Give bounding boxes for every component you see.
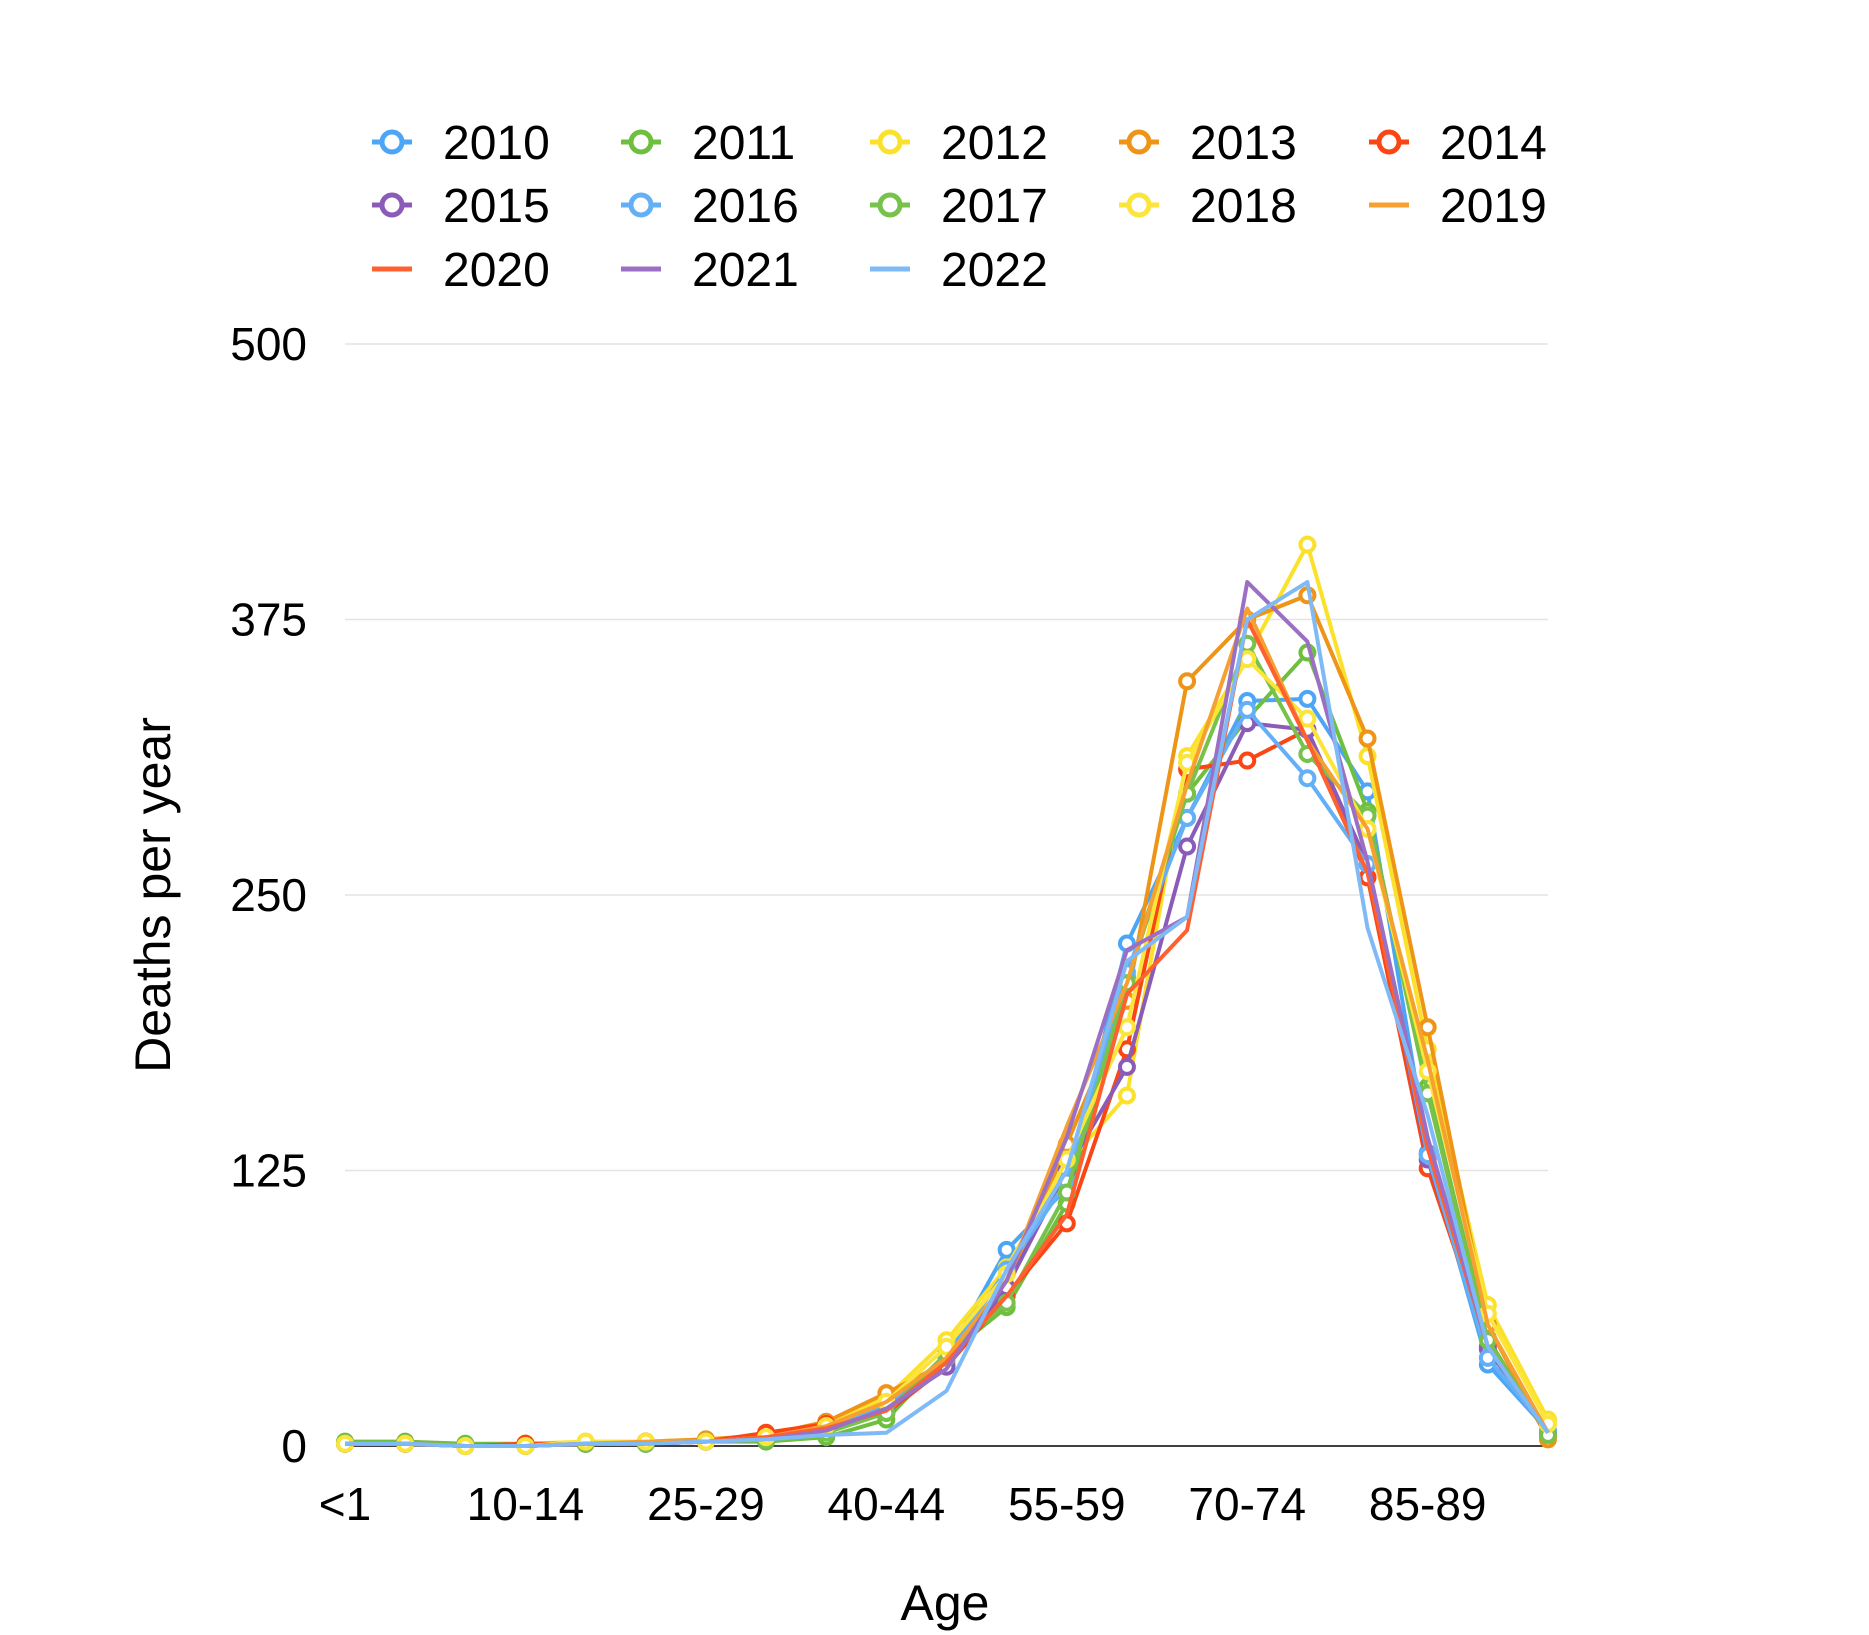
data-point [1358,729,1377,748]
legend: 2010 2011 2012 2013 2014 2015 2016 2017 2018 2019… [372,117,1547,297]
y-axis-ticks: 0 125 250 375 500 [230,318,307,1472]
legend-label: 2015 [443,180,550,233]
series-group [336,535,1557,1455]
legend-marker [1126,192,1152,218]
y-tick-label: 375 [230,594,307,646]
legend-label: 2020 [443,244,550,297]
legend-label: 2013 [1190,117,1297,170]
x-tick-label: 85-89 [1369,1478,1487,1530]
legend-item-2012: 2012 [870,117,1048,170]
y-tick-label: 500 [230,318,307,370]
legend-item-2013: 2013 [1119,117,1297,170]
series-2022 [345,580,1550,1448]
legend-marker [877,129,903,155]
y-tick-label: 125 [230,1145,307,1197]
data-point [1117,1057,1136,1076]
data-point [997,1240,1016,1259]
legend-label: 2011 [692,117,795,170]
legend-item-2020: 2020 [372,244,550,297]
legend-item-2014: 2014 [1369,117,1547,170]
legend-marker [379,192,405,218]
legend-label: 2019 [1440,180,1547,233]
x-tick-label: 10-14 [467,1478,585,1530]
y-tick-label: 0 [281,1420,307,1472]
data-point [1238,751,1257,770]
y-axis-label: Deaths per year [125,717,181,1073]
series-line [345,580,1550,1448]
legend-marker [628,192,654,218]
series-line [345,657,1550,1448]
x-tick-label: 55-59 [1008,1478,1126,1530]
data-point [1117,1018,1136,1037]
data-point [1298,535,1317,554]
x-axis-label: Age [901,1575,990,1631]
legend-item-2011: 2011 [621,117,795,170]
legend-marker [379,129,405,155]
data-point [1178,672,1197,691]
legend-label: 2021 [692,244,799,297]
data-point [1298,769,1317,788]
series-line [345,580,1550,1448]
legend-item-2015: 2015 [372,180,550,233]
x-tick-label: <1 [319,1478,371,1530]
y-tick-label: 250 [230,869,307,921]
x-tick-label: 25-29 [647,1478,765,1530]
legend-label: 2017 [941,180,1048,233]
gridlines [345,343,1548,1172]
legend-item-2010: 2010 [372,117,550,170]
legend-label: 2014 [1440,117,1547,170]
legend-item-2016: 2016 [621,180,799,233]
data-point [576,1432,595,1451]
legend-label: 2016 [692,180,799,233]
legend-marker [877,192,903,218]
data-point [1117,1086,1136,1105]
x-axis-ticks: <1 10-14 25-29 40-44 55-59 70-74 85-89 [319,1478,1487,1530]
series-line [345,650,1550,1446]
legend-marker [1126,129,1152,155]
legend-marker [628,129,654,155]
legend-label: 2010 [443,117,550,170]
series-2021 [345,580,1550,1448]
legend-label: 2012 [941,117,1048,170]
data-point [1238,700,1257,719]
legend-item-2019: 2019 [1369,180,1547,233]
series-line [345,542,1550,1448]
data-point [1418,1018,1437,1037]
series-2012 [336,535,1557,1455]
legend-label: 2022 [941,244,1048,297]
legend-item-2018: 2018 [1119,180,1297,233]
x-tick-label: 70-74 [1188,1478,1306,1530]
legend-item-2017: 2017 [870,180,1048,233]
data-point [1298,709,1317,728]
legend-item-2022: 2022 [870,244,1048,297]
legend-marker [1376,129,1402,155]
data-point [1298,689,1317,708]
legend-label: 2018 [1190,180,1297,233]
x-tick-label: 40-44 [828,1478,946,1530]
series-2013 [336,586,1557,1455]
data-point [1178,837,1197,856]
series-line [345,593,1550,1448]
legend-item-2021: 2021 [621,244,799,297]
